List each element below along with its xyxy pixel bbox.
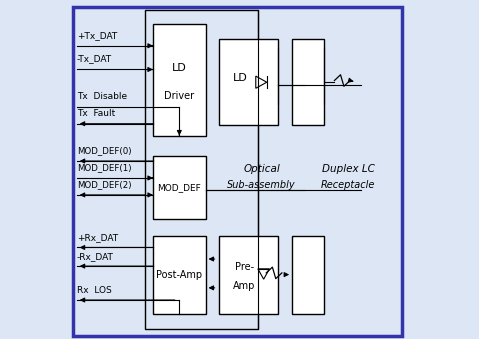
Bar — [153, 156, 205, 219]
Text: +Tx_DAT: +Tx_DAT — [77, 31, 117, 40]
Bar — [153, 236, 205, 314]
Text: MOD_DEF(2): MOD_DEF(2) — [77, 180, 131, 190]
Text: Duplex LC: Duplex LC — [321, 164, 375, 175]
Bar — [292, 236, 324, 314]
Bar — [219, 236, 278, 314]
Text: Amp: Amp — [233, 281, 255, 291]
Text: LD: LD — [232, 73, 247, 83]
Bar — [219, 39, 278, 125]
Bar — [153, 24, 205, 136]
Text: MOD_DEF(1): MOD_DEF(1) — [77, 163, 131, 173]
Text: MOD_DEF: MOD_DEF — [158, 183, 201, 192]
Text: +Rx_DAT: +Rx_DAT — [77, 233, 118, 242]
Text: Pre-: Pre- — [235, 262, 254, 272]
Text: Receptacle: Receptacle — [321, 180, 375, 190]
Bar — [145, 10, 258, 329]
Text: Post-Amp: Post-Amp — [156, 270, 203, 280]
Text: Rx  LOS: Rx LOS — [77, 285, 112, 295]
Text: MOD_DEF(0): MOD_DEF(0) — [77, 146, 131, 156]
Bar — [292, 39, 324, 125]
Text: Sub-assembly: Sub-assembly — [227, 180, 296, 190]
Text: Driver: Driver — [164, 92, 194, 101]
Text: -Tx_DAT: -Tx_DAT — [77, 54, 112, 63]
Text: Optical: Optical — [243, 164, 280, 175]
Text: Tx  Disable: Tx Disable — [77, 92, 127, 101]
Text: LD: LD — [172, 63, 187, 74]
Text: Tx  Fault: Tx Fault — [77, 108, 115, 118]
Text: -Rx_DAT: -Rx_DAT — [77, 252, 114, 261]
